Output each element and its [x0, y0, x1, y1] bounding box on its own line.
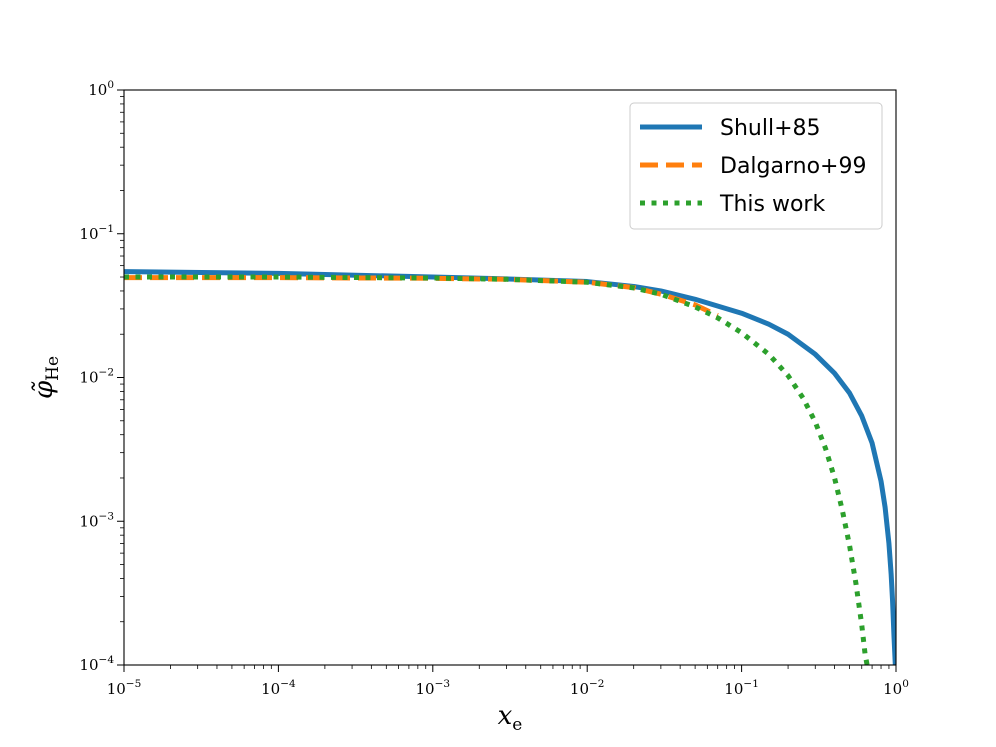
x-axis-label-main: x	[498, 701, 513, 731]
series-line-1	[124, 269, 896, 665]
ticks-layer	[117, 89, 897, 672]
x-axis-label-sub: e	[512, 715, 522, 735]
legend: Shull+85 Dalgarno+99 This work	[629, 102, 883, 230]
x-tick-label-1: 10−5	[107, 678, 142, 698]
x-tick-label-6: 100	[883, 678, 909, 698]
legend-label-3: This work	[719, 192, 825, 217]
y-axis-label-sub: He	[43, 356, 63, 381]
y-tick-label-3: 10−2	[79, 367, 114, 387]
y-axis-label: φ̃He	[29, 356, 63, 399]
series-line-2	[124, 275, 719, 318]
x-tick-label-4: 10−2	[570, 678, 605, 698]
x-tick-label-2: 10−4	[261, 678, 296, 698]
x-tick-label-3: 10−3	[416, 678, 451, 698]
tick-labels: 10−5 10−4 10−3 10−2 10−1 100 10−4 10−3 10−2 10−1 1…	[79, 79, 908, 698]
series-layer	[124, 269, 896, 665]
y-tick-label-1: 10−4	[79, 654, 114, 674]
y-tick-label-2: 10−3	[79, 510, 114, 530]
legend-label-1: Shull+85	[720, 116, 821, 141]
y-tick-label-5: 100	[88, 79, 114, 99]
x-axis-label: xe	[498, 701, 523, 735]
legend-label-2: Dalgarno+99	[720, 154, 866, 179]
y-axis-label-main: φ̃	[29, 380, 59, 399]
y-tick-label-4: 10−1	[79, 223, 114, 243]
x-tick-label-5: 10−1	[724, 678, 759, 698]
legend-box	[629, 102, 883, 230]
